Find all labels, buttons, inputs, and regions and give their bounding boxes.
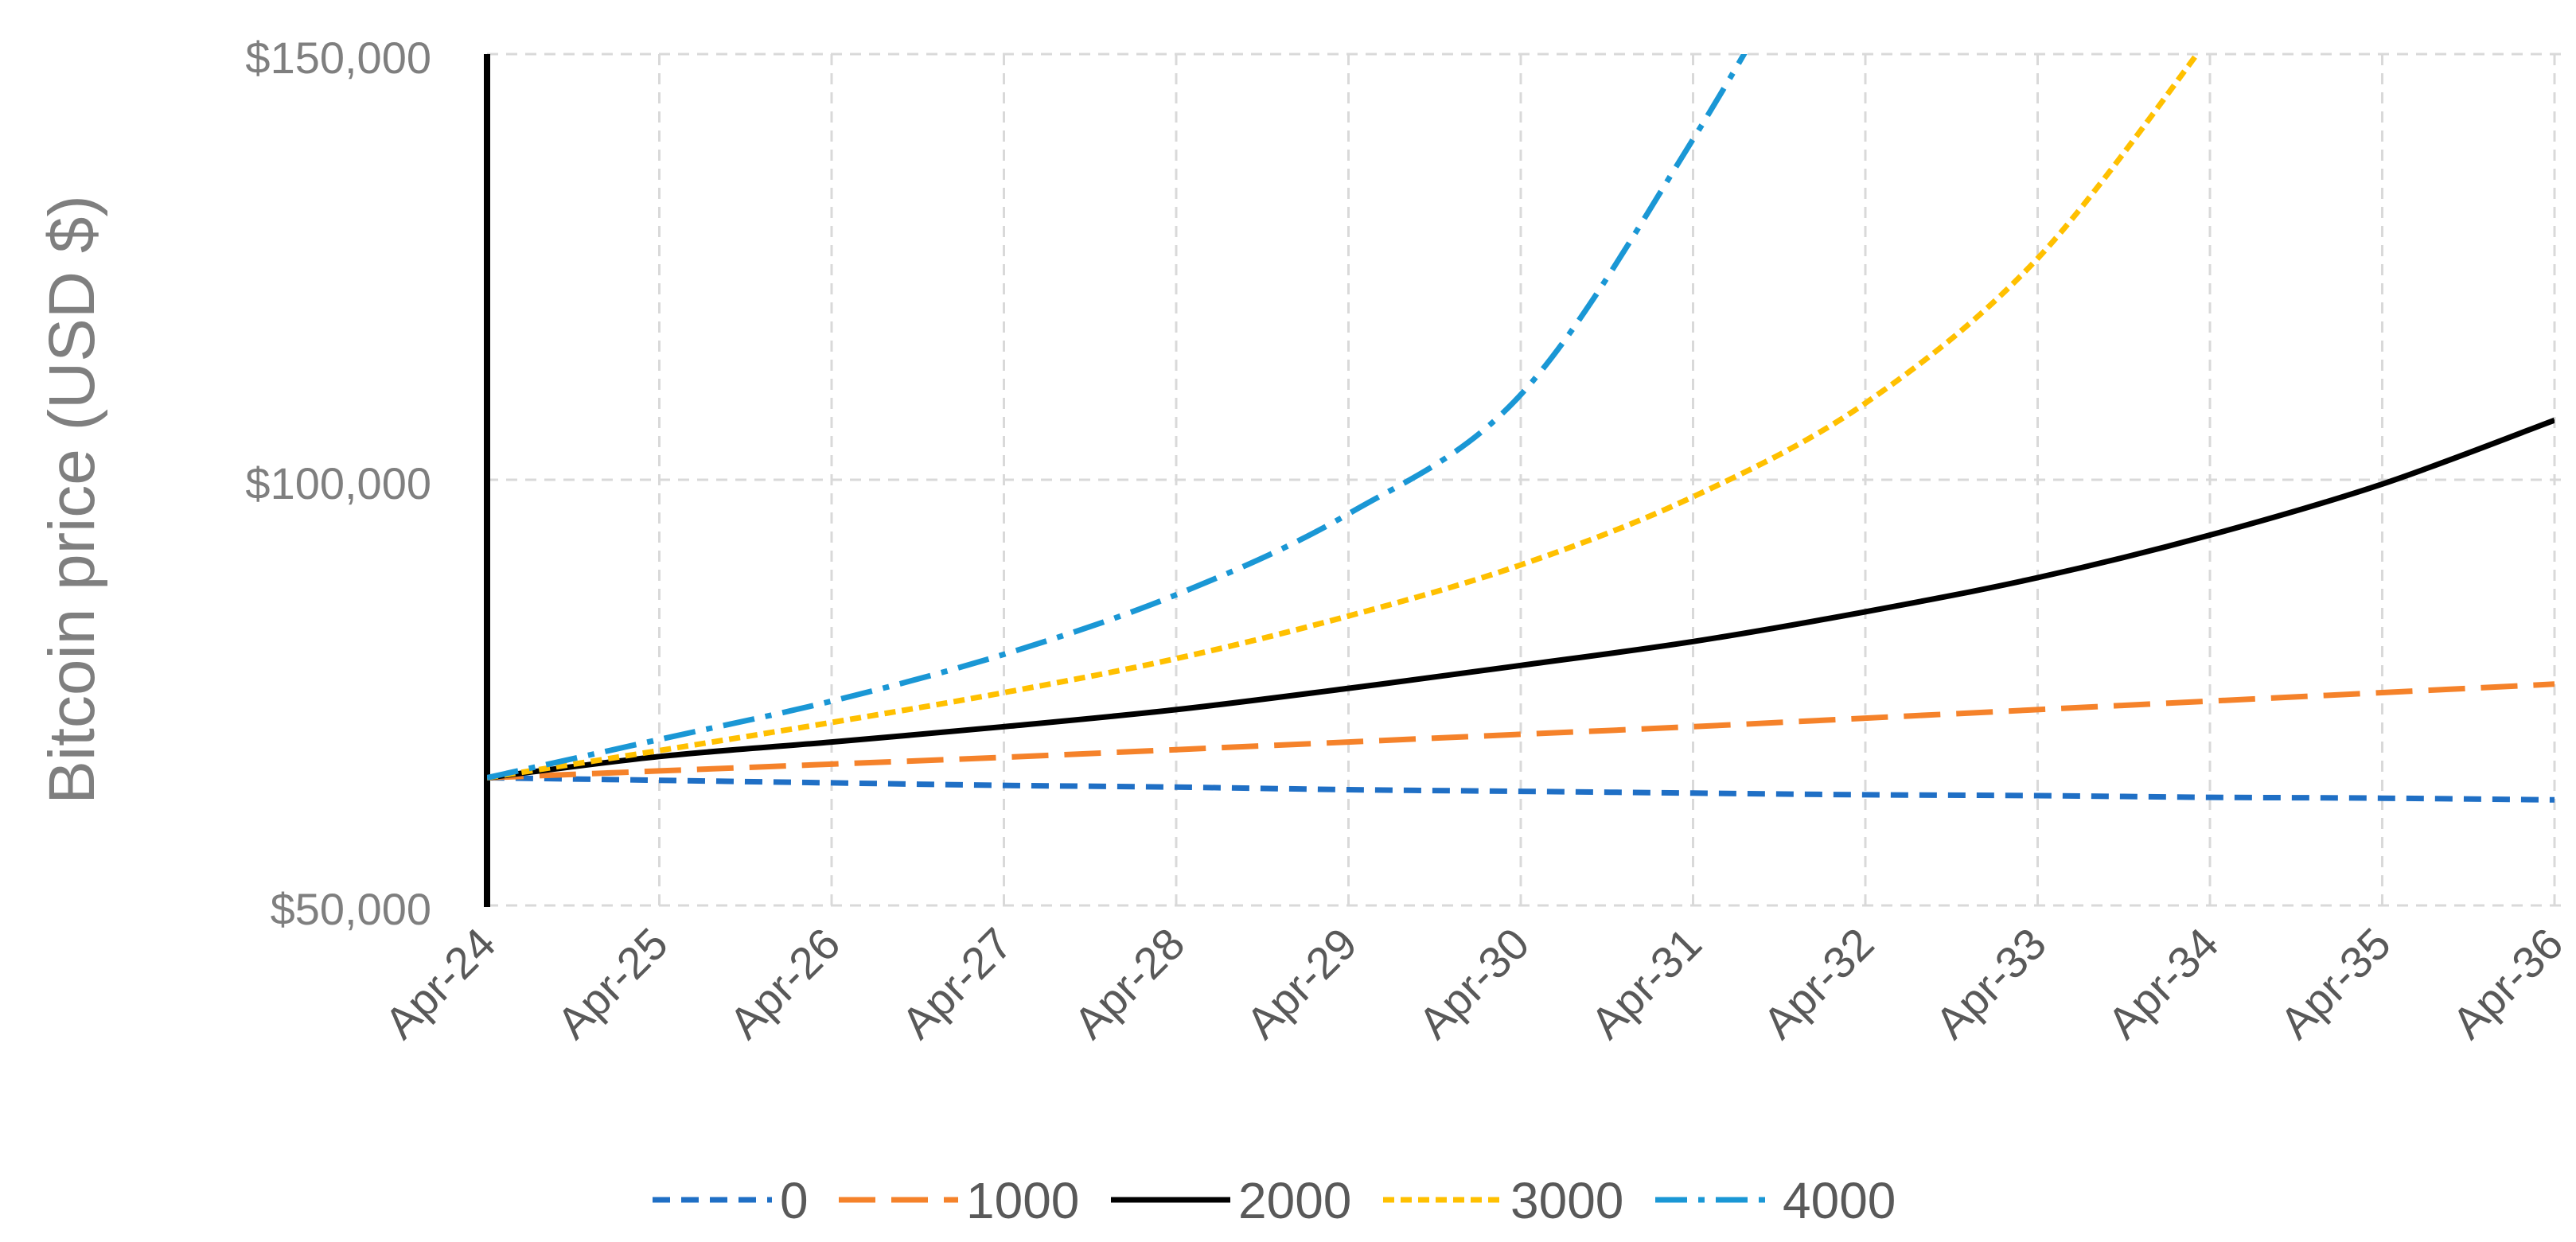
gridlines (487, 53, 2564, 907)
x-tick-label: Apr-33 (1926, 918, 2056, 1048)
y-axis-title: Bitcoin price (USD $) (36, 195, 108, 804)
y-tick-label: $150,000 (245, 33, 431, 83)
x-tick-label: Apr-34 (2098, 918, 2227, 1048)
y-tick-label: $100,000 (245, 458, 431, 508)
x-tick-label: Apr-30 (1409, 918, 1538, 1048)
legend: 0 1000 2000 3000 4000 (653, 1172, 1896, 1229)
legend-label-0: 0 (780, 1172, 809, 1229)
x-tick-label: Apr-31 (1581, 918, 1711, 1048)
series-lines (487, 54, 2555, 803)
y-tick-label: $50,000 (271, 884, 431, 934)
x-tick-label: Apr-28 (1064, 918, 1194, 1048)
x-tick-label: Apr-32 (1753, 918, 1883, 1048)
series-line-3000 (487, 54, 2201, 781)
series-line-1000 (487, 681, 2555, 781)
series-line-2000 (487, 417, 2555, 781)
series-line-4000 (487, 54, 1748, 781)
legend-label-1000: 1000 (966, 1172, 1079, 1229)
legend-label-4000: 4000 (1783, 1172, 1896, 1229)
x-tick-label: Apr-27 (892, 918, 1022, 1048)
x-tick-label: Apr-29 (1237, 918, 1366, 1048)
x-tick-label: Apr-24 (375, 918, 505, 1048)
x-tick-label: Apr-36 (2442, 918, 2572, 1048)
x-tick-label: Apr-26 (719, 918, 849, 1048)
legend-label-2000: 2000 (1238, 1172, 1351, 1229)
tick-labels: $50,000 $100,000 $150,000 Apr-24 Apr-25 Apr-2… (245, 33, 2572, 1048)
series-line-0 (487, 775, 2555, 803)
legend-label-3000: 3000 (1510, 1172, 1623, 1229)
x-tick-label: Apr-35 (2270, 918, 2400, 1048)
x-tick-label: Apr-25 (548, 918, 677, 1048)
